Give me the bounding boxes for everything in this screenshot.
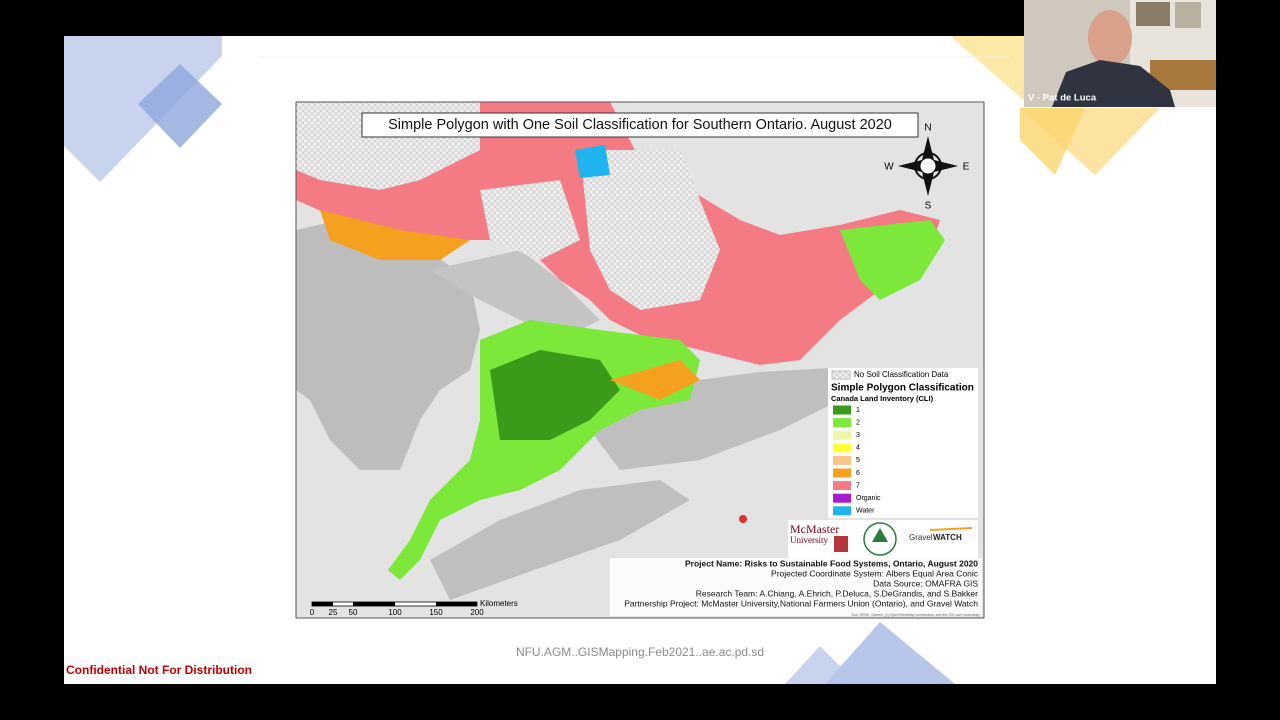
deco bbox=[825, 622, 955, 684]
deco bbox=[138, 64, 222, 148]
scale-seg bbox=[312, 602, 333, 606]
no-data bbox=[580, 150, 720, 310]
map-attribution: Esri, HERE, Garmin, (c) OpenStreetMap co… bbox=[852, 613, 981, 617]
lake-huron bbox=[296, 220, 480, 470]
logo-crest bbox=[834, 536, 848, 552]
scale-label: 150 bbox=[429, 608, 443, 617]
credit-line: Project Name: Risks to Sustainable Food … bbox=[685, 558, 978, 568]
webcam-head bbox=[1088, 10, 1132, 66]
map-title-box bbox=[361, 112, 919, 138]
legend-box bbox=[828, 368, 978, 518]
legend-label: 7 bbox=[856, 482, 860, 489]
map-frame bbox=[295, 101, 985, 619]
webcam-picture bbox=[1136, 2, 1170, 26]
legend-label: 5 bbox=[856, 457, 860, 464]
scale-seg bbox=[436, 602, 477, 606]
confidential: Confidential Not For Distribution bbox=[66, 663, 252, 677]
region-orange bbox=[320, 210, 470, 260]
compass-s: S bbox=[925, 201, 932, 212]
legend-swatch bbox=[833, 443, 851, 453]
scale-label: 25 bbox=[329, 608, 338, 617]
scale-bar: Kilometers 0 25 50 100 150 200 bbox=[310, 599, 518, 617]
region-green-south bbox=[388, 320, 700, 580]
logo-mcmaster: McMaster bbox=[790, 522, 839, 536]
legend-swatch bbox=[833, 481, 851, 491]
legend-swatch bbox=[833, 506, 851, 516]
legend-swatch bbox=[833, 468, 851, 478]
legend-label: Organic bbox=[856, 495, 881, 502]
credits-bg bbox=[610, 558, 982, 616]
legend-label: 4 bbox=[856, 445, 860, 452]
credit-line: Partnership Project: McMaster University… bbox=[624, 598, 978, 608]
region-green-east bbox=[840, 220, 945, 300]
legend-label: 1 bbox=[856, 407, 860, 414]
water bbox=[575, 145, 610, 178]
deco bbox=[950, 36, 1024, 100]
compass-w: W bbox=[884, 162, 894, 173]
compass: N S E W bbox=[884, 123, 969, 212]
scale-label: 50 bbox=[349, 608, 358, 617]
scale-label: 200 bbox=[470, 608, 484, 617]
logo-gravel-swoosh bbox=[929, 527, 973, 531]
map-title: Simple Polygon with One Soil Classificat… bbox=[388, 117, 892, 133]
credit-line: Projected Coordinate System: Albers Equa… bbox=[771, 568, 979, 578]
legend-swatch bbox=[833, 430, 851, 440]
logos: McMaster University Gravel WATCH bbox=[788, 520, 978, 558]
region-orange bbox=[610, 360, 700, 400]
webcam: V - Pat de Luca bbox=[1024, 0, 1216, 107]
legend-label: 2 bbox=[856, 419, 860, 426]
credit-line: Research Team: A.Chiang, A.Ehrich, P.Del… bbox=[696, 588, 978, 598]
scale-label: 100 bbox=[388, 608, 402, 617]
legend-no-data: No Soil Classification Data bbox=[854, 370, 949, 379]
scale-label: 0 bbox=[310, 608, 315, 617]
legend-swatch bbox=[833, 418, 851, 428]
logo-gravel: Gravel bbox=[909, 533, 933, 542]
region-green-dark bbox=[490, 350, 620, 440]
pointer bbox=[739, 515, 747, 523]
logo-watch: WATCH bbox=[933, 533, 962, 542]
deco bbox=[1020, 108, 1085, 175]
legend-label: Water bbox=[856, 508, 875, 515]
legend-title: Simple Polygon Classification bbox=[831, 383, 974, 394]
compass-n: N bbox=[924, 123, 931, 134]
legend-swatch bbox=[833, 455, 851, 465]
logo-nfu-leaf bbox=[872, 528, 888, 542]
legend-swatch bbox=[831, 370, 851, 380]
legend: No Soil Classification Data Simple Polyg… bbox=[828, 368, 978, 518]
scale-seg bbox=[353, 602, 395, 606]
compass-center bbox=[919, 157, 937, 175]
legend-label: 6 bbox=[856, 470, 860, 477]
credits: Project Name: Risks to Sustainable Food … bbox=[624, 558, 979, 608]
participant-name: V - Pat de Luca bbox=[1028, 93, 1097, 104]
legend-subtitle: Canada Land Inventory (CLI) bbox=[831, 394, 934, 403]
credit-line: Data Source: OMAFRA GIS bbox=[873, 578, 978, 588]
compass-ring bbox=[914, 152, 942, 180]
webcam-body bbox=[1052, 60, 1175, 107]
legend-swatch bbox=[833, 493, 851, 503]
file-name: NFU.AGM..GISMapping.Feb2021..ae.ac.pd.sd bbox=[516, 645, 764, 659]
no-data bbox=[480, 180, 580, 260]
georgian-bay bbox=[430, 250, 600, 340]
scale-unit: Kilometers bbox=[480, 599, 518, 608]
webcam-picture bbox=[1175, 2, 1201, 28]
lake-erie bbox=[430, 480, 690, 600]
legend-label: 3 bbox=[856, 432, 860, 439]
legend-swatch bbox=[833, 405, 851, 415]
compass-e: E bbox=[963, 162, 970, 173]
logo-university: University bbox=[790, 535, 828, 545]
